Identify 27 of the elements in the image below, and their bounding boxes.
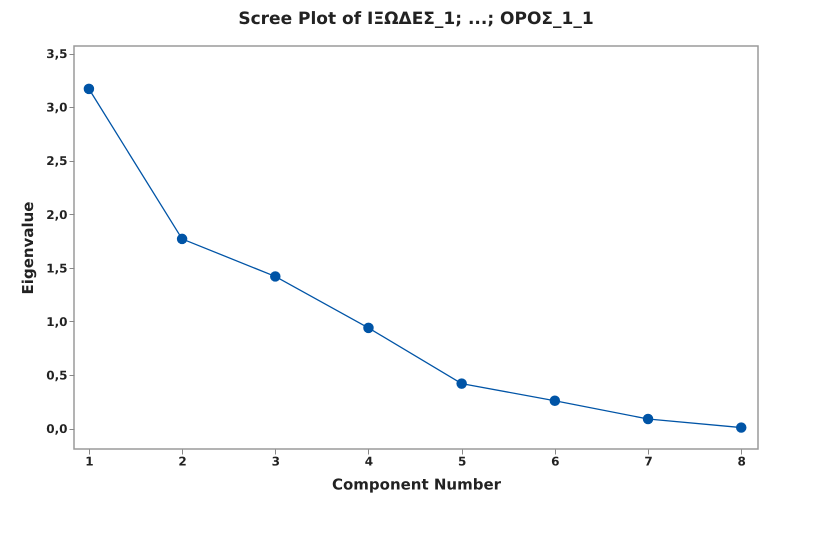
chart-title: Scree Plot of ΙΞΩΔΕΣ_1; ...; ΟΡΟΣ_1_1 (238, 9, 594, 29)
point (84, 84, 94, 94)
x-tick-label: 7 (644, 454, 653, 468)
x-axis-title: Component Number (332, 476, 502, 494)
y-tick-label: 3,0 (46, 100, 68, 115)
point (736, 422, 746, 433)
x-tick-label: 4 (364, 454, 374, 468)
point (550, 396, 560, 406)
point (270, 271, 281, 282)
x-tick-label: 3 (272, 454, 280, 468)
point (176, 234, 188, 244)
y-tick-label: 2,0 (46, 208, 68, 222)
point (642, 414, 654, 424)
x-tick-label: 2 (178, 454, 187, 468)
y-tick-label: 1,0 (46, 314, 68, 329)
x-tick-label: 1 (85, 454, 94, 468)
y-tick-label: 0,5 (46, 368, 68, 383)
point (456, 378, 467, 389)
point (363, 322, 374, 334)
y-tick-label: 3,5 (46, 47, 68, 62)
y-tick-label: 2,5 (46, 154, 68, 168)
x-tick-label: 8 (738, 454, 746, 468)
x-tick-label: 6 (551, 454, 560, 468)
y-tick-label: 1,5 (46, 261, 68, 276)
y-tick-label: 0,0 (46, 422, 68, 436)
x-tick-label: 5 (458, 454, 466, 468)
y-axis-title: Eigenvalue (19, 202, 38, 294)
